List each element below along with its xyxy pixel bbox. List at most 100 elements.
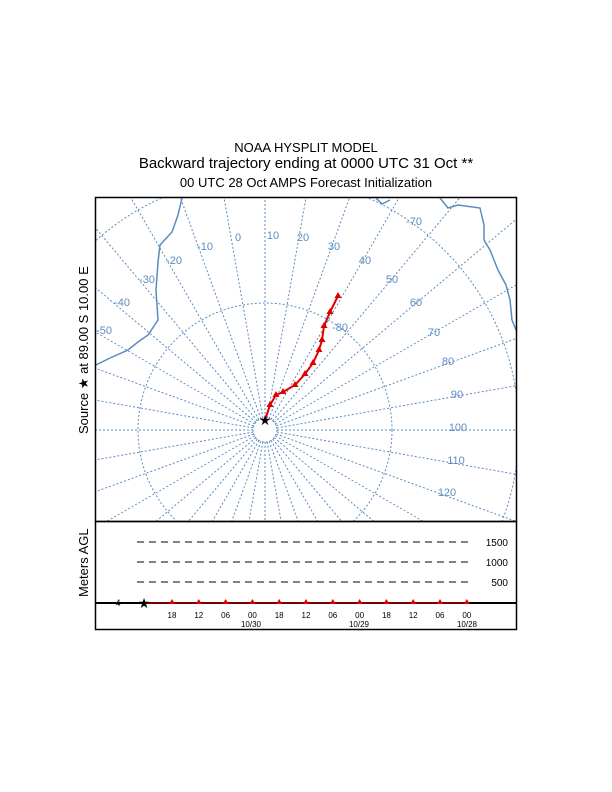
- time-tick-label: 06: [436, 611, 445, 620]
- meridian-line: [188, 438, 258, 521]
- date-label: 10/29: [349, 620, 370, 629]
- trajectory-marker: [272, 391, 280, 397]
- height-level-label: 1500: [486, 538, 509, 549]
- meridian-line: [273, 437, 374, 521]
- height-frame: [94, 520, 518, 631]
- longitude-label: 40: [359, 255, 371, 267]
- longitude-label: 70: [428, 327, 440, 339]
- meridian-line: [276, 338, 516, 427]
- longitude-label: 20: [297, 232, 309, 244]
- meridian-line: [96, 433, 254, 492]
- meridian-line: [273, 219, 516, 423]
- meridian-line: [272, 438, 342, 521]
- meridian-line: [248, 441, 264, 521]
- time-tick-label: 18: [168, 611, 177, 620]
- meridian-line: [96, 228, 258, 422]
- height-marker: [437, 599, 443, 604]
- height-marker: [356, 599, 363, 604]
- longitude-label: -40: [114, 297, 130, 309]
- meridian-line: [180, 198, 262, 419]
- latitude-label: -70: [406, 216, 422, 228]
- height-level-label: 1000: [486, 558, 509, 569]
- meridian-line: [276, 431, 516, 475]
- meridian-line: [96, 431, 254, 461]
- height-marker: [383, 599, 390, 604]
- meridian-line: [268, 441, 299, 521]
- longitude-label: 100: [449, 422, 467, 434]
- meridian-line: [276, 433, 516, 521]
- source-star-icon: ★: [138, 595, 151, 611]
- meridian-line: [266, 441, 282, 521]
- time-tick-label: 12: [302, 611, 311, 620]
- trajectory-marker: [266, 401, 274, 407]
- longitude-label: 110: [447, 455, 465, 467]
- meridian-line: [275, 435, 423, 521]
- meridian-line: [270, 440, 318, 521]
- source-star-icon: ★: [259, 412, 272, 428]
- longitude-label: 80: [442, 356, 454, 368]
- trajectory-marker: [320, 322, 328, 328]
- date-label: 10/30: [241, 620, 262, 629]
- trajectory-marker: [334, 292, 342, 298]
- chart-title: NOAA HYSPLIT MODEL: [234, 140, 378, 155]
- meridian-line: [96, 368, 254, 427]
- height-marker: [222, 599, 229, 604]
- trajectory-marker: [309, 359, 317, 365]
- trajectory-line: [264, 295, 339, 421]
- time-tick-label: 00: [355, 611, 364, 620]
- longitude-label: 30: [328, 241, 340, 253]
- height-value-label: 4: [115, 598, 120, 608]
- meridian-line: [276, 385, 516, 429]
- time-tick-label: 18: [275, 611, 284, 620]
- height-marker: [463, 599, 470, 604]
- longitude-label: -30: [139, 274, 155, 286]
- meridian-line: [268, 198, 350, 419]
- longitude-label: 60: [410, 297, 422, 309]
- date-label: 10/28: [457, 620, 478, 629]
- longitude-label: 10: [267, 230, 279, 242]
- height-marker: [329, 599, 336, 604]
- trajectory-marker: [301, 370, 309, 376]
- longitude-label: 50: [386, 274, 398, 286]
- longitude-label: -50: [96, 325, 112, 337]
- time-tick-label: 06: [221, 611, 230, 620]
- height-marker: [303, 599, 309, 604]
- meridian-line: [96, 331, 255, 425]
- meridian-line: [156, 437, 257, 521]
- longitude-label: -10: [197, 241, 213, 253]
- height-marker: [249, 599, 256, 604]
- longitude-label: 120: [438, 487, 456, 499]
- trajectory-marker: [279, 388, 287, 394]
- chart-subtitle-2: 00 UTC 28 Oct AMPS Forecast Initializati…: [179, 175, 433, 190]
- trajectory-marker: [315, 346, 323, 352]
- height-marker: [169, 599, 175, 604]
- meridian-line: [266, 198, 307, 419]
- trajectory-marker: [291, 381, 299, 387]
- time-tick-label: 00: [462, 611, 471, 620]
- longitude-label: -20: [166, 255, 182, 267]
- meridian-line: [107, 435, 255, 521]
- time-tick-label: 18: [382, 611, 391, 620]
- height-marker: [410, 599, 417, 604]
- meridian-line: [212, 440, 260, 521]
- time-tick-label: 00: [248, 611, 257, 620]
- height-marker: [276, 599, 283, 604]
- coastline-left: [96, 198, 183, 366]
- time-tick-label: 12: [409, 611, 418, 620]
- trajectory-marker: [318, 336, 326, 342]
- chart-subtitle: Backward trajectory ending at 0000 UTC 3…: [138, 155, 474, 172]
- latitude-circle: [137, 302, 393, 521]
- meridian-line: [275, 284, 516, 425]
- meridian-line: [272, 198, 461, 422]
- meridian-line: [96, 287, 257, 423]
- time-tick-label: 12: [194, 611, 203, 620]
- coastline-right: [375, 198, 516, 331]
- latitude-label: -80: [332, 322, 348, 334]
- height-marker: [195, 599, 202, 604]
- longitude-label: 90: [451, 389, 463, 401]
- meridian-line: [223, 198, 264, 419]
- meridian-line: [231, 441, 262, 521]
- meridian-line: [270, 198, 400, 420]
